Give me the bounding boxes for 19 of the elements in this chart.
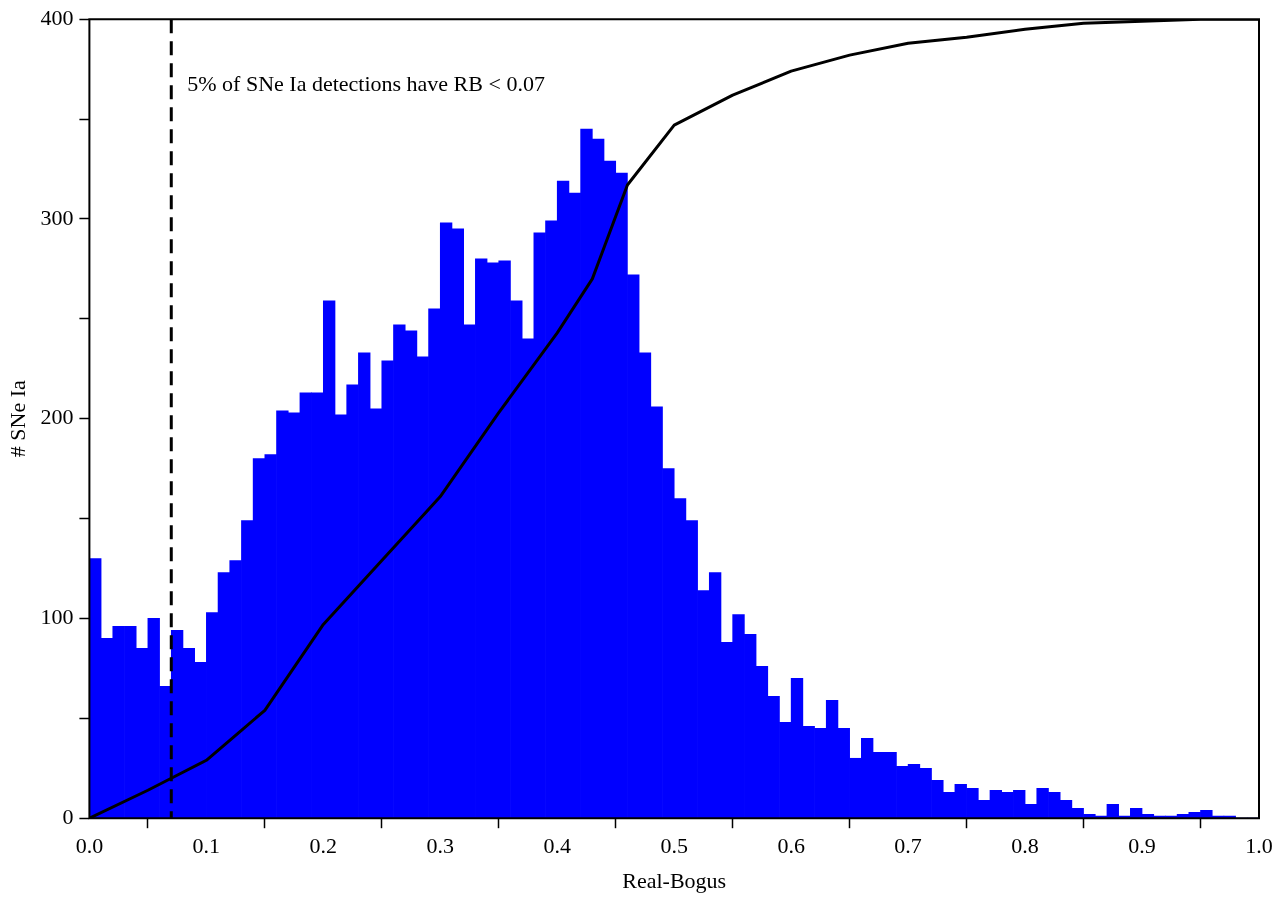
x-tick-label: 0.6	[777, 833, 805, 859]
y-tick-label: 400	[40, 4, 74, 30]
x-tick-label: 0.2	[309, 833, 338, 859]
ref-line-label: 5% of SNe Ia detections have RB < 0.07	[187, 70, 545, 96]
x-tick-label: 0.5	[660, 833, 688, 859]
x-tick-label: 0.7	[894, 833, 922, 859]
y-tick-label: 0	[62, 803, 74, 829]
y-tick-label: 300	[40, 204, 74, 230]
x-tick-label: 0.0	[75, 833, 104, 859]
y-axis-title: # SNe Ia	[4, 379, 30, 458]
x-tick-label: 1.0	[1245, 833, 1273, 859]
y-tick-label: 100	[40, 604, 74, 630]
x-tick-label: 0.4	[543, 833, 571, 859]
x-tick-label: 0.9	[1128, 833, 1156, 859]
x-tick-label: 0.3	[426, 833, 455, 859]
x-tick-label: 0.1	[192, 833, 221, 859]
x-tick-label: 0.8	[1011, 833, 1039, 859]
y-tick-label: 200	[40, 404, 74, 430]
x-axis-title: Real-Bogus	[622, 867, 727, 893]
